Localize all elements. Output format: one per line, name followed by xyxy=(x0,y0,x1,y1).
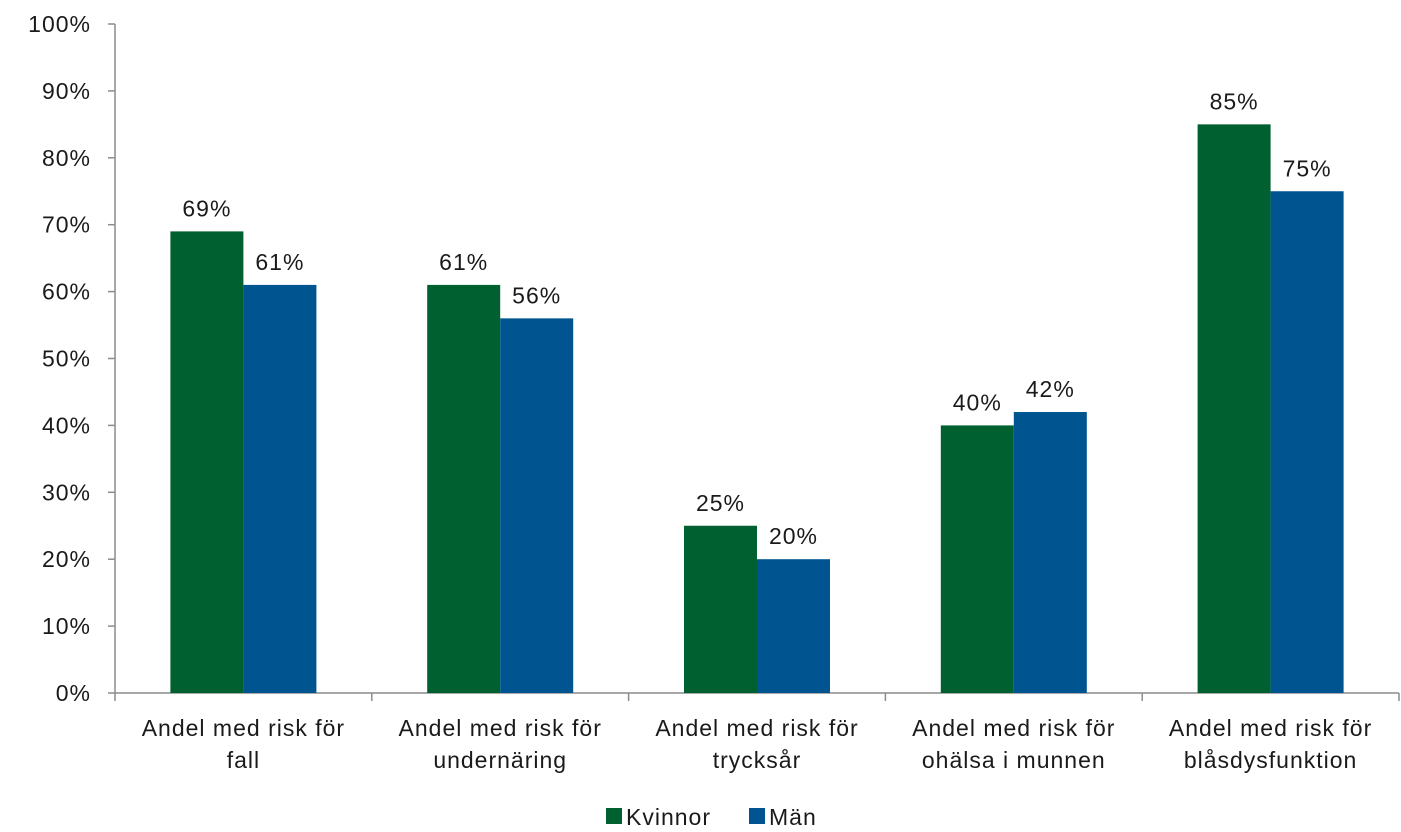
bar-kvinnor-1 xyxy=(427,284,501,693)
legend-swatch xyxy=(749,808,765,824)
bar-m-n-2 xyxy=(757,559,830,693)
legend-label: Män xyxy=(769,804,817,830)
y-axis: 0% 10% 20% 30% 40% 50% 60% 70% 80% 90% 100% xyxy=(28,11,116,706)
category-label: trycksår xyxy=(713,747,802,773)
bar-m-n-3 xyxy=(1013,412,1087,693)
category-label: blåsdysfunktion xyxy=(1184,747,1358,773)
bar-m-n-1 xyxy=(500,318,574,693)
data-label: 61% xyxy=(255,249,304,275)
category-label: Andel med risk för xyxy=(912,715,1115,741)
category-label: ohälsa i munnen xyxy=(922,747,1106,773)
data-label: 61% xyxy=(439,249,488,275)
data-label: 20% xyxy=(769,523,818,549)
legend-label: Kvinnor xyxy=(626,804,711,830)
data-labels: 69% 61% 61% 56% 25% 20% 40% 42% 85% 75% xyxy=(182,88,1332,549)
bar-kvinnor-4 xyxy=(1197,124,1271,694)
y-tick-label: 30% xyxy=(42,479,91,505)
y-tick-label: 80% xyxy=(42,145,91,171)
category-label: Andel med risk för xyxy=(1169,715,1372,741)
bar-m-n-0 xyxy=(243,284,317,693)
data-label: 42% xyxy=(1026,376,1075,402)
y-tick-label: 50% xyxy=(42,346,91,372)
category-label: undernäring xyxy=(433,747,567,773)
bar-kvinnor-0 xyxy=(170,231,244,693)
legend-swatch xyxy=(606,808,622,824)
data-label: 25% xyxy=(696,490,745,516)
data-label: 40% xyxy=(953,389,1002,415)
bar-kvinnor-2 xyxy=(684,525,757,693)
legend: Kvinnor Män xyxy=(606,804,817,830)
data-label: 75% xyxy=(1283,155,1332,181)
data-label: 85% xyxy=(1210,88,1259,114)
category-labels: Andel med risk för fall Andel med risk för… xyxy=(142,715,1372,773)
bar-m-n-4 xyxy=(1270,191,1344,693)
category-label: fall xyxy=(227,747,260,773)
category-label: Andel med risk för xyxy=(655,715,858,741)
y-tick-label: 10% xyxy=(42,613,91,639)
y-tick-label: 20% xyxy=(42,546,91,572)
data-label: 56% xyxy=(512,282,561,308)
y-tick-label: 70% xyxy=(42,212,91,238)
category-label: Andel med risk för xyxy=(142,715,345,741)
y-tick-label: 40% xyxy=(42,412,91,438)
bars xyxy=(170,124,1344,694)
data-label: 69% xyxy=(182,195,231,221)
y-tick-label: 100% xyxy=(28,11,91,37)
bar-kvinnor-3 xyxy=(940,425,1014,693)
y-tick-label: 60% xyxy=(42,279,91,305)
x-axis xyxy=(114,692,1400,701)
category-label: Andel med risk för xyxy=(399,715,602,741)
y-tick-label: 0% xyxy=(56,680,91,706)
y-tick-label: 90% xyxy=(42,78,91,104)
